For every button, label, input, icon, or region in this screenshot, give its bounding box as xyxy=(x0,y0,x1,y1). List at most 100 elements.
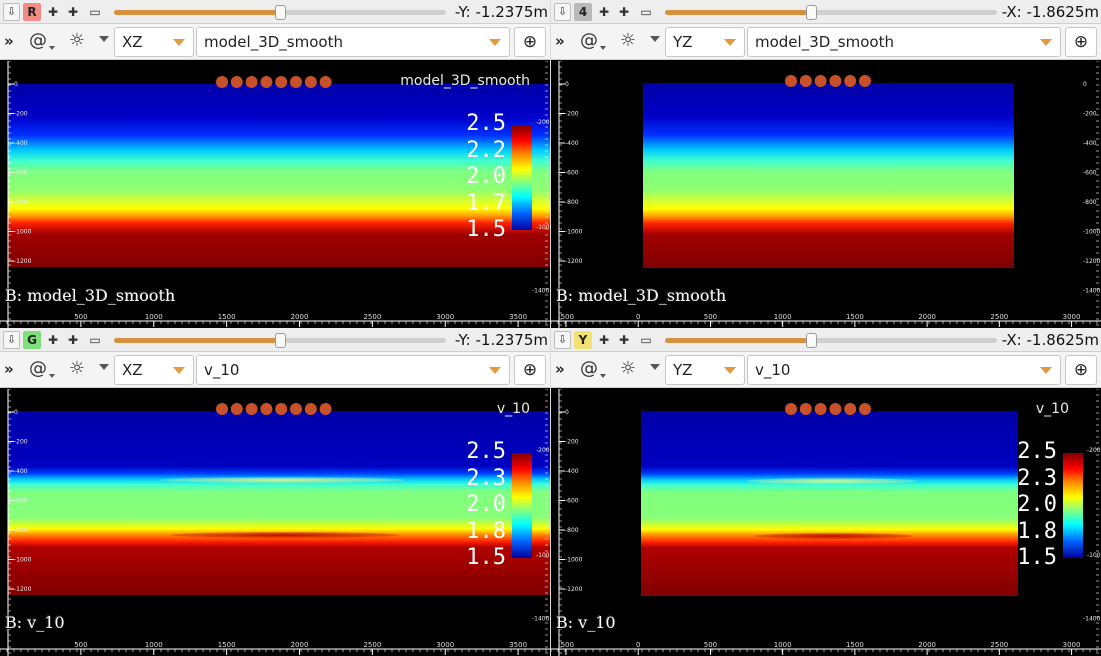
split-vertical-icon[interactable]: ✚ xyxy=(618,5,630,19)
y-tick-label: 0 xyxy=(14,81,18,88)
sun-icon[interactable]: ☼ xyxy=(619,358,637,379)
snail-icon[interactable]: @ xyxy=(29,358,47,379)
y-tick-label-right: -600 xyxy=(1083,170,1097,177)
pin-icon[interactable]: ⇩ xyxy=(554,331,571,349)
slice-slider-fill xyxy=(665,338,811,343)
x-tick-label: -500 xyxy=(558,641,574,649)
pin-icon[interactable]: ⇩ xyxy=(554,3,571,21)
y-tick-label: -1200 xyxy=(565,258,583,265)
slice-slider[interactable] xyxy=(114,5,446,20)
y-tick-label: 0 xyxy=(14,409,18,416)
colorbar xyxy=(512,453,532,558)
x-tick-label: 1000 xyxy=(774,641,792,649)
dataset-select[interactable]: model_3D_smooth xyxy=(196,27,510,57)
source-marker xyxy=(319,76,332,88)
maximize-icon[interactable]: ▭ xyxy=(640,5,652,19)
plot-area[interactable]: 0 -200 -400 -600 -800 -1000 -1200 -1400 -500 0 500… xyxy=(551,389,1101,656)
slice-slider[interactable] xyxy=(665,333,997,348)
plane-select[interactable]: XZ xyxy=(114,27,194,57)
velocity-anomaly xyxy=(171,532,399,538)
y-tick-label: -600 xyxy=(565,498,579,505)
overlay-title: model_3D_smooth xyxy=(400,73,530,89)
dataset-select[interactable]: v_10 xyxy=(747,355,1061,385)
source-marker xyxy=(785,75,797,87)
velocity-anomaly xyxy=(160,477,404,483)
pin-icon[interactable]: ⇩ xyxy=(3,3,20,21)
slice-slider-handle[interactable] xyxy=(275,5,286,20)
pin-icon[interactable]: ⇩ xyxy=(3,331,20,349)
x-tick-label: 1500 xyxy=(846,313,864,321)
tool2-dropdown-icon[interactable] xyxy=(99,36,109,42)
x-tick-label: 1500 xyxy=(846,641,864,649)
tool1-dropdown-icon[interactable] xyxy=(49,374,55,378)
view-id-badge[interactable]: 4 xyxy=(574,3,592,21)
colorbar-label: 2.5 xyxy=(1017,439,1057,464)
sun-icon[interactable]: ☼ xyxy=(619,30,637,51)
source-marker xyxy=(319,403,332,415)
colorbar xyxy=(512,125,532,230)
plot-area[interactable]: 0 -200 -400 -600 -800 -1000 -1200 0 -200 -400 -600… xyxy=(551,61,1101,328)
split-horizontal-icon[interactable]: ✚ xyxy=(47,5,59,19)
tool2-dropdown-icon[interactable] xyxy=(650,36,660,42)
split-horizontal-icon[interactable]: ✚ xyxy=(47,333,59,347)
y-tick-label: -1200 xyxy=(14,586,32,593)
plane-select[interactable]: XZ xyxy=(114,355,194,385)
dataset-select[interactable]: v_10 xyxy=(196,355,510,385)
y-tick-label-right: -400 xyxy=(1083,140,1097,147)
slice-slider-handle[interactable] xyxy=(806,5,817,20)
source-marker xyxy=(829,403,842,415)
x-tick-label: 2000 xyxy=(291,313,309,321)
slice-coordinate: -Y: -1.2375m xyxy=(454,3,548,21)
snail-icon[interactable]: @ xyxy=(29,30,47,51)
x-tick-label: -500 xyxy=(558,313,574,321)
dataset-select[interactable]: model_3D_smooth xyxy=(747,27,1061,57)
dataset-select-value: model_3D_smooth xyxy=(755,33,894,51)
tool1-dropdown-icon[interactable] xyxy=(600,374,606,378)
plot-area[interactable]: 0 -200 -400 -600 -800 -1000 -1200 -1400 500 1000 1… xyxy=(0,389,550,656)
maximize-icon[interactable]: ▭ xyxy=(89,333,101,347)
plot-area[interactable]: 0 -200 -400 -600 -800 -1000 -1200 -1400 500 1000 1… xyxy=(0,61,550,328)
double-chevron-icon[interactable]: » xyxy=(555,32,565,50)
plane-select[interactable]: YZ xyxy=(665,355,745,385)
view-id-badge[interactable]: R xyxy=(23,3,41,21)
tool1-dropdown-icon[interactable] xyxy=(49,46,55,50)
plane-select[interactable]: YZ xyxy=(665,27,745,57)
slice-slider-handle[interactable] xyxy=(806,333,817,348)
x-tick-label: 500 xyxy=(74,313,87,321)
maximize-icon[interactable]: ▭ xyxy=(640,333,652,347)
slice-slider-fill xyxy=(114,338,280,343)
slice-slider[interactable] xyxy=(114,333,446,348)
sun-icon[interactable]: ☼ xyxy=(68,30,86,51)
zoom-in-icon[interactable]: ⊕ xyxy=(514,355,546,385)
split-horizontal-icon[interactable]: ✚ xyxy=(598,333,610,347)
colorbar-label: 2.2 xyxy=(466,137,506,163)
overlay-title: v_10 xyxy=(496,401,530,417)
snail-icon[interactable]: @ xyxy=(580,358,598,379)
tool2-dropdown-icon[interactable] xyxy=(99,364,109,370)
view-toolbar-top: ⇩ 4 ✚ ✚ ▭ -X: -1.8625m xyxy=(551,0,1101,24)
maximize-icon[interactable]: ▭ xyxy=(89,5,101,19)
split-horizontal-icon[interactable]: ✚ xyxy=(598,5,610,19)
zoom-in-icon[interactable]: ⊕ xyxy=(1065,355,1097,385)
source-marker xyxy=(290,403,302,415)
zoom-in-icon[interactable]: ⊕ xyxy=(514,27,546,57)
slice-slider-handle[interactable] xyxy=(275,333,286,348)
snail-icon[interactable]: @ xyxy=(580,30,598,51)
split-vertical-icon[interactable]: ✚ xyxy=(67,5,79,19)
sun-icon[interactable]: ☼ xyxy=(68,358,86,379)
zoom-in-icon[interactable]: ⊕ xyxy=(1065,27,1097,57)
slice-slider[interactable] xyxy=(665,5,997,20)
double-chevron-icon[interactable]: » xyxy=(555,360,565,378)
view-id-badge[interactable]: G xyxy=(23,331,41,349)
tool1-dropdown-icon[interactable] xyxy=(600,46,606,50)
base-dataset-label: B: v_10 xyxy=(556,613,616,632)
tool2-dropdown-icon[interactable] xyxy=(650,364,660,370)
view-toolbar-controls: » @ ☼ XZ v_10 ⊕ xyxy=(0,352,550,388)
double-chevron-icon[interactable]: » xyxy=(4,360,14,378)
view-id-badge[interactable]: Y xyxy=(574,331,592,349)
split-vertical-icon[interactable]: ✚ xyxy=(67,333,79,347)
double-chevron-icon[interactable]: » xyxy=(4,32,14,50)
y-tick-label: -400 xyxy=(565,140,579,147)
split-vertical-icon[interactable]: ✚ xyxy=(618,333,630,347)
axes-overlay: 0 -200 -400 -600 -800 -1000 -1200 -1400 500 1000 1… xyxy=(0,61,550,328)
